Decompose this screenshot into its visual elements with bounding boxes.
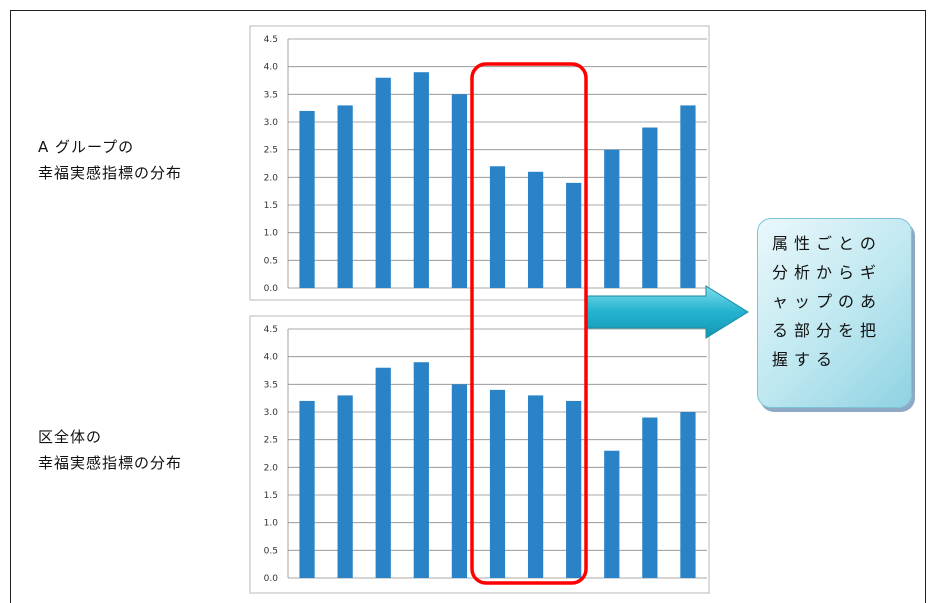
group-a-label-line2: 幸福実感指標の分布: [38, 164, 183, 182]
y-tick-label: 1.5: [264, 491, 278, 501]
y-tick-label: 3.5: [264, 380, 278, 390]
y-tick-label: 1.0: [264, 229, 279, 239]
callout-text: 属性ごとの分析からギャップのある部分を把握する: [772, 234, 883, 369]
y-tick-label: 4.0: [264, 63, 279, 73]
bar: [604, 450, 620, 578]
chart-frame: [249, 315, 710, 594]
bar: [413, 362, 429, 578]
y-tick-label: 2.5: [264, 146, 278, 156]
y-tick-label: 3.0: [264, 118, 279, 128]
y-tick-label: 4.5: [264, 325, 278, 335]
bar: [680, 105, 696, 289]
group-a-label-line1: A グループの: [38, 138, 135, 156]
callout-box: 属性ごとの分析からギャップのある部分を把握する: [757, 218, 912, 408]
y-tick-label: 4.5: [264, 35, 278, 45]
bar: [375, 367, 391, 578]
chart-frame: [249, 25, 710, 301]
bar: [642, 127, 658, 289]
bar: [566, 400, 582, 578]
group-a-label: A グループの 幸福実感指標の分布: [38, 134, 182, 186]
slide-frame: [10, 10, 926, 603]
bar: [299, 110, 315, 288]
arrow-icon: [584, 285, 749, 339]
bar: [451, 384, 468, 578]
bar: [642, 417, 658, 578]
bar: [527, 171, 544, 288]
overall-label-line1: 区全体の: [38, 428, 103, 446]
y-tick-label: 2.0: [264, 463, 279, 473]
bar: [413, 72, 429, 288]
y-tick-label: 2.5: [264, 436, 278, 446]
overall-label-line2: 幸福実感指標の分布: [38, 454, 183, 472]
bar: [566, 182, 582, 288]
y-tick-label: 0.5: [264, 256, 278, 266]
y-tick-label: 1.5: [264, 201, 278, 211]
y-tick-label: 1.0: [264, 519, 279, 529]
y-tick-label: 0.5: [264, 546, 278, 556]
bar: [299, 400, 315, 578]
group-a-chart: 0.0 0.5 1.0 1.5 2.0 2.5 3.0 3.5 4.0 4.5: [249, 25, 710, 301]
bar: [375, 77, 391, 288]
bar: [527, 395, 544, 578]
y-tick-label: 3.0: [264, 408, 279, 418]
bar: [337, 395, 353, 578]
bar: [451, 94, 468, 288]
bar: [489, 389, 506, 578]
y-tick-label: 4.0: [264, 353, 279, 363]
overall-chart: 0.0 0.5 1.0 1.5 2.0 2.5 3.0 3.5 4.0 4.5: [249, 315, 710, 594]
y-tick-label: 2.0: [264, 173, 279, 183]
bar: [680, 412, 696, 578]
y-tick-label: 3.5: [264, 90, 278, 100]
bar: [489, 166, 506, 288]
highlight-box: [470, 62, 588, 585]
bar: [337, 105, 353, 289]
overall-label: 区全体の 幸福実感指標の分布: [38, 424, 182, 476]
y-tick-label: 0.0: [264, 574, 279, 584]
bar: [604, 149, 620, 288]
y-tick-label: 0.0: [264, 284, 279, 294]
